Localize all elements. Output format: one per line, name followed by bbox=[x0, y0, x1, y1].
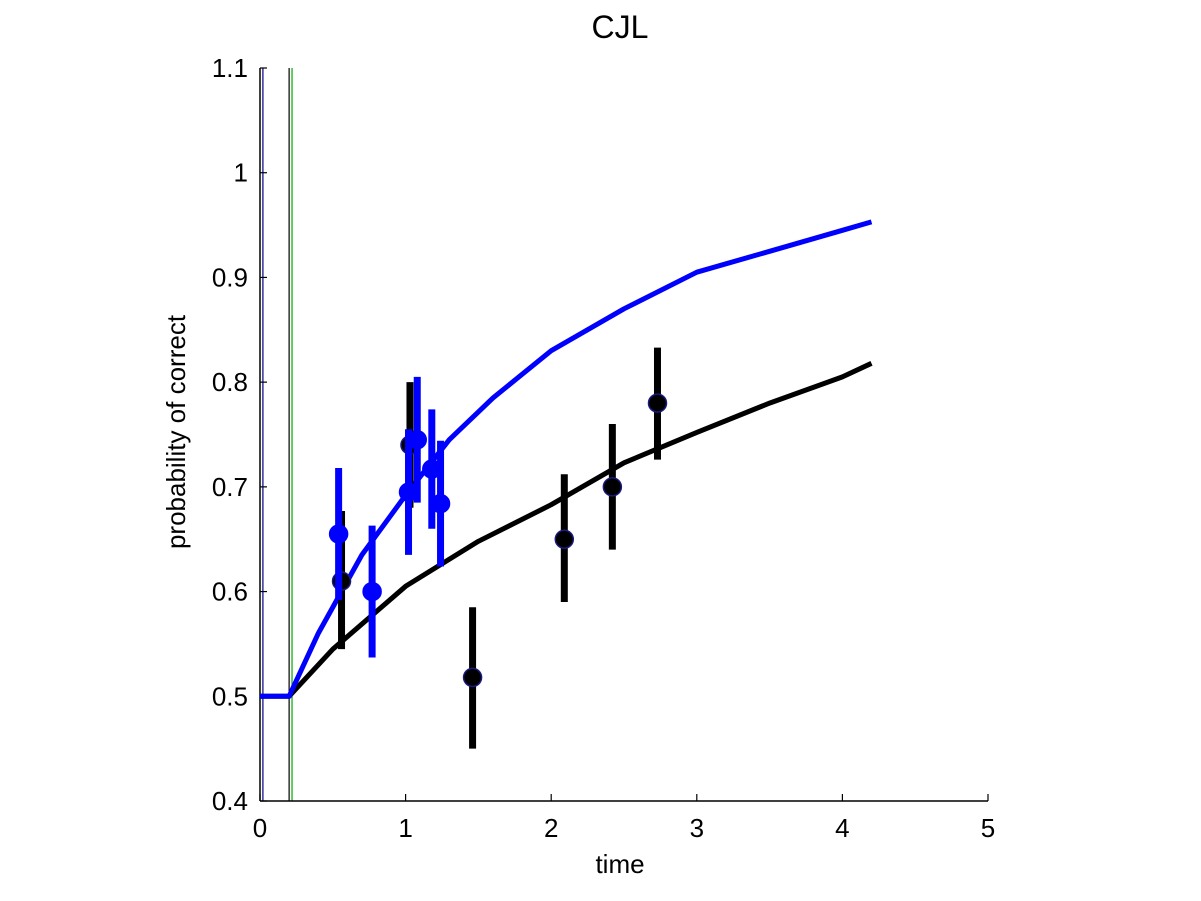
y-tick-label: 0.7 bbox=[212, 472, 248, 502]
x-axis-label: time bbox=[595, 849, 644, 879]
data-point bbox=[407, 429, 427, 450]
x-tick-label: 5 bbox=[981, 813, 995, 843]
fit-curve-2 bbox=[260, 219, 873, 699]
ticks: 0 1 2 3 4 5 0.4 0.5 0.6 0.7 0.8 0.9 1 1.1 bbox=[212, 53, 995, 843]
y-tick-label: 1.1 bbox=[212, 53, 248, 83]
data-point bbox=[462, 667, 483, 688]
axes bbox=[259, 68, 988, 802]
fit-curves bbox=[260, 219, 873, 699]
data-point bbox=[554, 529, 575, 549]
y-tick-label: 1 bbox=[234, 158, 248, 188]
y-tick-label: 0.8 bbox=[212, 367, 248, 397]
data-point bbox=[602, 477, 623, 497]
x-tick-label: 1 bbox=[398, 813, 412, 843]
x-tick-label: 3 bbox=[690, 813, 704, 843]
y-tick-label: 0.9 bbox=[212, 262, 248, 292]
y-tick-label: 0.6 bbox=[212, 577, 248, 607]
data-points bbox=[328, 347, 668, 749]
reference-lines bbox=[262, 68, 293, 801]
data-point bbox=[430, 493, 451, 514]
data-point bbox=[328, 524, 349, 544]
y-tick-label: 0.5 bbox=[212, 681, 248, 711]
y-tick-label: 0.4 bbox=[212, 786, 248, 816]
x-tick-label: 0 bbox=[253, 813, 267, 843]
fit-curve-1 bbox=[260, 361, 873, 699]
data-point bbox=[647, 393, 668, 413]
chart-title: CJL bbox=[592, 9, 649, 45]
x-tick-label: 4 bbox=[835, 813, 849, 843]
x-tick-label: 2 bbox=[544, 813, 558, 843]
data-point bbox=[362, 581, 382, 602]
y-axis-label: probability of correct bbox=[161, 314, 191, 549]
